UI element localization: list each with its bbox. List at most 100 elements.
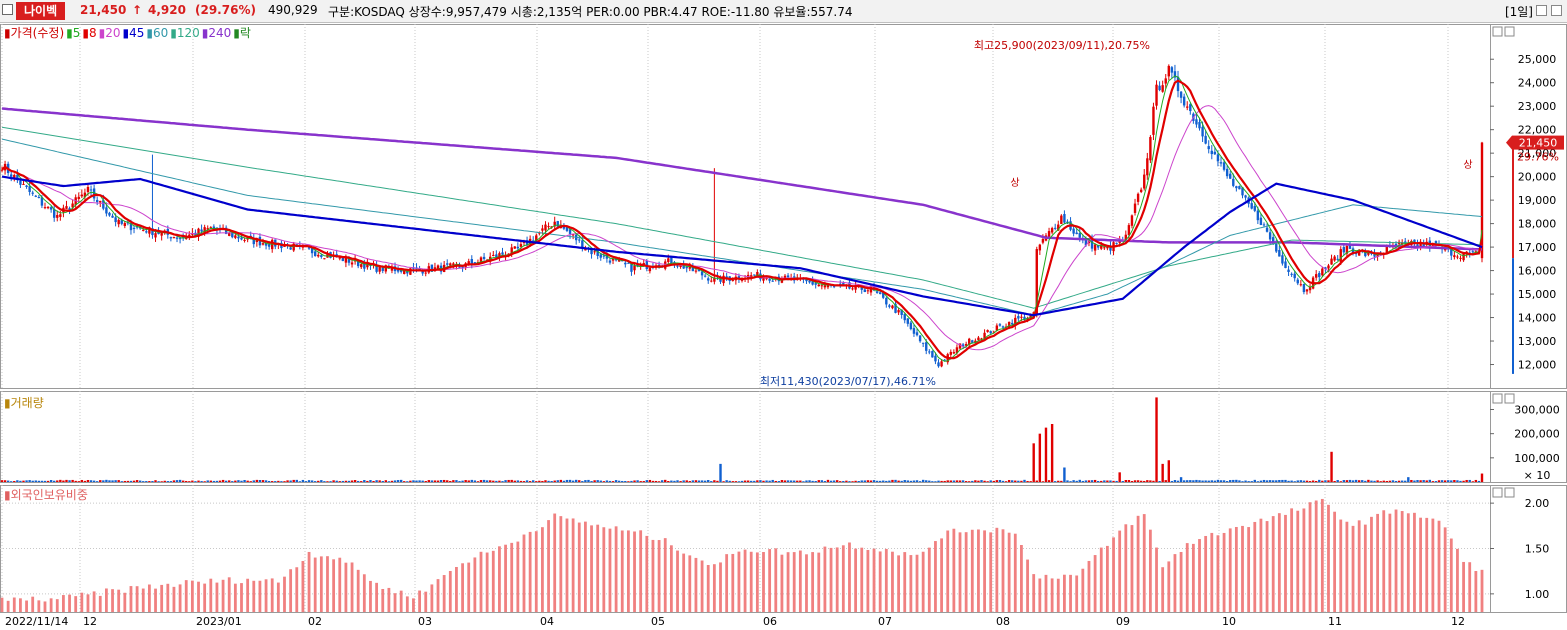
candle-body bbox=[1296, 279, 1299, 284]
volume-bar bbox=[442, 479, 446, 482]
candle-body bbox=[1321, 268, 1324, 276]
candle-body bbox=[424, 272, 427, 274]
volume-bar bbox=[1069, 481, 1072, 482]
legend-item-5[interactable]: ▮60 bbox=[146, 26, 169, 40]
volume-bar bbox=[1321, 480, 1324, 482]
volume-bar bbox=[1112, 480, 1115, 482]
volume-bar bbox=[808, 480, 811, 482]
foreign-ownership-bar bbox=[633, 531, 636, 612]
foreign-ownership-bar bbox=[1191, 543, 1195, 612]
volume-bar bbox=[1130, 481, 1134, 482]
legend-item-8[interactable]: ▮락 bbox=[233, 26, 251, 40]
volume-bar bbox=[1244, 480, 1247, 482]
legend-item-3[interactable]: ▮20 bbox=[98, 26, 121, 40]
candle-body bbox=[390, 267, 394, 271]
legend-item-0[interactable]: ▮가격(수정) bbox=[4, 26, 65, 40]
candle-body bbox=[1416, 244, 1419, 247]
volume-bar bbox=[363, 480, 366, 482]
price-tick-label: 20,000 bbox=[1518, 171, 1557, 184]
volume-bar bbox=[621, 480, 624, 482]
volume-bar bbox=[805, 480, 808, 482]
volume-bar bbox=[1210, 480, 1213, 482]
volume-bar bbox=[863, 480, 867, 482]
volume-bar bbox=[1443, 480, 1447, 482]
candle-body bbox=[0, 169, 4, 171]
candle-body bbox=[1357, 249, 1361, 256]
minimize-icon[interactable] bbox=[1536, 5, 1547, 16]
foreign-ownership-bar bbox=[178, 584, 182, 612]
candle-body bbox=[209, 227, 212, 229]
volume-bar bbox=[1265, 480, 1269, 482]
volume-bar bbox=[406, 481, 409, 482]
candle-body bbox=[710, 280, 713, 282]
volume-bar bbox=[1477, 480, 1481, 482]
volume-bar bbox=[335, 480, 338, 482]
x-tick-label: 11 bbox=[1328, 615, 1342, 628]
legend-item-1[interactable]: ▮5 bbox=[66, 26, 81, 40]
current-pct-tag: 29.76% bbox=[1517, 151, 1559, 164]
current-price-tag-bg bbox=[1512, 135, 1564, 150]
volume-bar bbox=[56, 480, 59, 482]
foreign-ownership-bar bbox=[1406, 513, 1410, 612]
foreign-ownership-bar bbox=[172, 586, 176, 612]
candle-body bbox=[313, 251, 317, 257]
volume-bar bbox=[1023, 479, 1026, 482]
foreign-ownership-bar bbox=[473, 557, 477, 612]
volume-bar bbox=[1124, 480, 1128, 482]
candle-body bbox=[510, 247, 513, 254]
volume-bar bbox=[866, 480, 870, 482]
change-arrow-icon: ↑ bbox=[132, 3, 143, 17]
volume-bar bbox=[1001, 480, 1005, 482]
volume-bar bbox=[756, 480, 759, 482]
legend-item-6[interactable]: ▮120 bbox=[170, 26, 200, 40]
period-selector[interactable]: [1일] bbox=[1504, 5, 1533, 19]
candle-body bbox=[1256, 210, 1260, 221]
foreign-tick-label: 1.00 bbox=[1525, 588, 1550, 601]
close-icon[interactable] bbox=[1551, 5, 1562, 16]
foreign-ownership-bar bbox=[350, 562, 354, 612]
candle-body bbox=[501, 252, 504, 255]
volume-bar bbox=[135, 480, 139, 482]
volume-bar bbox=[802, 481, 805, 482]
stock-name[interactable]: 나이벡 bbox=[16, 2, 66, 20]
volume-bar bbox=[1434, 481, 1438, 482]
foreign-ownership-bar bbox=[123, 592, 127, 612]
legend-item-2[interactable]: ▮8 bbox=[82, 26, 97, 40]
candle-body bbox=[513, 246, 516, 249]
candle-body bbox=[307, 247, 311, 249]
volume-bar bbox=[13, 480, 16, 482]
volume-bar bbox=[403, 481, 406, 482]
volume-bar bbox=[1133, 480, 1137, 482]
volume-bar bbox=[1447, 480, 1450, 482]
foreign-pane-max-icon bbox=[1504, 487, 1515, 498]
legend-item-7[interactable]: ▮240 bbox=[201, 26, 232, 40]
candle-body bbox=[961, 344, 965, 347]
candle-body bbox=[989, 331, 992, 334]
volume-bar bbox=[556, 480, 559, 482]
candle-body bbox=[1404, 241, 1407, 243]
candle-body bbox=[1351, 248, 1355, 254]
volume-bar bbox=[1268, 480, 1272, 482]
volume-bar bbox=[998, 479, 1002, 482]
x-tick-label: 08 bbox=[996, 615, 1010, 628]
x-tick-label: 06 bbox=[763, 615, 777, 628]
legend-item-4[interactable]: ▮45 bbox=[122, 26, 145, 40]
candle-body bbox=[1459, 257, 1462, 259]
candle-body bbox=[535, 235, 538, 243]
price-tick-label: 21,000 bbox=[1518, 147, 1557, 160]
foreign-ownership-bar bbox=[147, 584, 151, 612]
candle-body bbox=[200, 229, 203, 232]
volume-bar bbox=[231, 481, 234, 482]
volume-bar bbox=[1471, 481, 1474, 482]
candle-body bbox=[839, 283, 842, 285]
price-tick-label: 19,000 bbox=[1518, 194, 1557, 207]
candle-body bbox=[1324, 267, 1327, 270]
select-checkbox[interactable] bbox=[2, 4, 13, 15]
volume-bar bbox=[961, 480, 965, 482]
candle-body bbox=[310, 247, 314, 254]
candle-body bbox=[1284, 261, 1287, 269]
volume-bar bbox=[971, 480, 974, 482]
volume-bar bbox=[547, 480, 550, 482]
x-tick-label: 12 bbox=[1451, 615, 1465, 628]
